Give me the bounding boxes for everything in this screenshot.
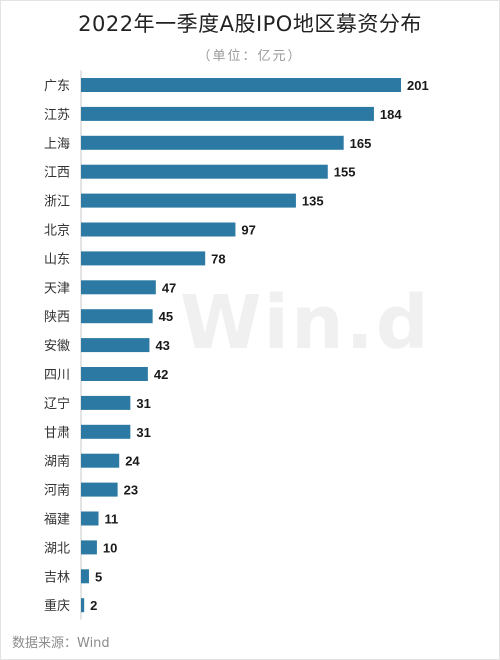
bar <box>81 78 401 92</box>
category-label: 河南 <box>44 483 70 499</box>
category-label: 广东 <box>44 79 70 94</box>
category-label: 吉林 <box>44 570 70 585</box>
value-label: 10 <box>103 540 117 555</box>
bar <box>81 424 131 439</box>
watermark: Win.d <box>180 280 431 366</box>
value-label: 31 <box>136 396 150 411</box>
value-label: 11 <box>105 512 119 527</box>
value-label: 45 <box>159 309 173 324</box>
category-label: 北京 <box>44 224 70 239</box>
category-label: 甘肃 <box>44 426 70 441</box>
bar <box>81 251 206 266</box>
value-label: 47 <box>162 280 176 295</box>
bar <box>81 338 150 353</box>
value-label: 5 <box>95 569 102 584</box>
value-label: 201 <box>407 78 429 93</box>
bar <box>81 193 296 208</box>
category-label: 山东 <box>44 252 70 267</box>
value-label: 2 <box>90 598 97 613</box>
bar <box>81 569 89 584</box>
category-label: 江西 <box>44 166 70 181</box>
value-label: 43 <box>155 338 169 353</box>
bar <box>81 511 99 526</box>
value-label: 184 <box>380 107 402 122</box>
bar <box>81 164 328 179</box>
value-label: 24 <box>125 454 140 469</box>
bar <box>81 106 374 121</box>
bar <box>81 482 118 497</box>
category-label: 湖北 <box>44 541 70 556</box>
value-label: 42 <box>154 367 168 382</box>
chart-subtitle: （单位：亿元） <box>197 49 303 64</box>
value-label: 23 <box>124 483 138 498</box>
value-label: 135 <box>302 194 324 209</box>
value-label: 97 <box>241 223 255 238</box>
bar <box>81 395 131 410</box>
value-label: 155 <box>334 165 356 180</box>
bar <box>81 540 97 555</box>
category-label: 上海 <box>44 137 70 152</box>
category-label: 福建 <box>44 513 70 528</box>
bar <box>81 280 156 295</box>
bar <box>81 453 120 468</box>
category-label: 湖南 <box>44 454 70 470</box>
category-label: 重庆 <box>44 598 70 614</box>
category-label: 浙江 <box>44 195 70 210</box>
category-label: 陕西 <box>44 310 70 325</box>
bar <box>81 135 344 150</box>
bar <box>81 367 148 381</box>
value-label: 31 <box>136 425 150 440</box>
source-note: 数据来源：Wind <box>12 636 110 651</box>
category-label: 江苏 <box>44 107 70 123</box>
category-label: 四川 <box>44 368 70 383</box>
category-label: 天津 <box>44 281 70 296</box>
value-label: 78 <box>211 251 225 266</box>
category-label: 安徽 <box>44 339 70 354</box>
bar <box>81 222 236 237</box>
category-label: 辽宁 <box>44 396 70 412</box>
chart-title: 2022年一季度A股IPO地区募资分布 <box>78 12 422 36</box>
bar <box>81 598 85 613</box>
bar <box>81 309 153 324</box>
value-label: 165 <box>350 136 372 151</box>
